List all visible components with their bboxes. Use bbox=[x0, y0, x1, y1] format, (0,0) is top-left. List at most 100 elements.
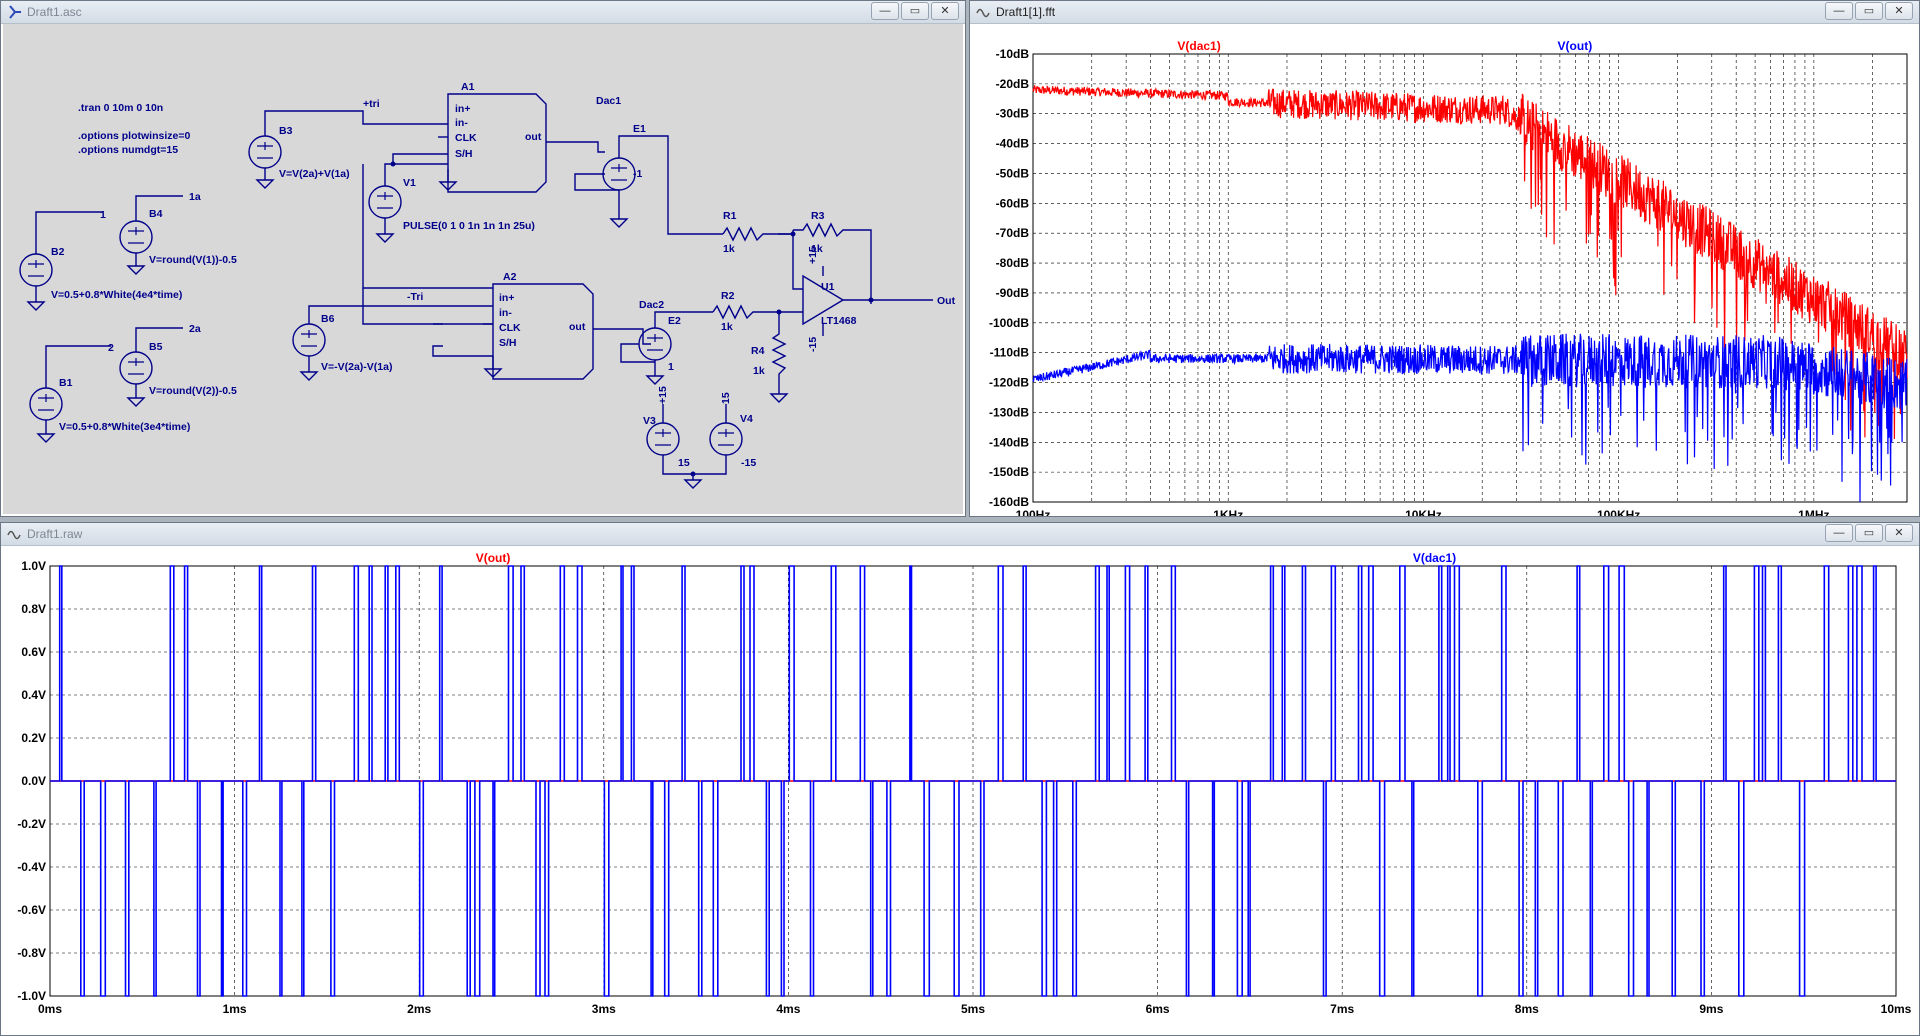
fft-y-tick-label: -30dB bbox=[996, 107, 1030, 121]
schematic-titlebar[interactable]: Draft1.asc — ▭ ✕ bbox=[1, 1, 965, 24]
R4-value[interactable]: 1k bbox=[753, 365, 765, 377]
fft-grid bbox=[1033, 54, 1908, 502]
raw-x-tick-label: 7ms bbox=[1330, 1002, 1354, 1016]
B5-value[interactable]: V=round(V(2))-0.5 bbox=[149, 385, 237, 397]
B4-value[interactable]: V=round(V(1))-0.5 bbox=[149, 254, 237, 266]
E1-ref[interactable]: E1 bbox=[633, 123, 646, 135]
fft-chart[interactable]: -10dB -20dB -30dB -40dB -50dB -60dB -70dB -80dB… bbox=[972, 24, 1918, 516]
V4-ref[interactable]: V4 bbox=[740, 413, 753, 425]
V3-bottom: 15 bbox=[678, 457, 690, 469]
fft-y-tick-label: -40dB bbox=[996, 137, 1030, 151]
fft-plot-area[interactable]: -10dB -20dB -30dB -40dB -50dB -60dB -70dB -80dB… bbox=[972, 24, 1918, 516]
raw-title: Draft1.raw bbox=[27, 527, 83, 541]
raw-x-tick-label: 5ms bbox=[961, 1002, 985, 1016]
fft-legend-vout[interactable]: V(out) bbox=[1558, 39, 1593, 53]
E1-value[interactable]: -1 bbox=[633, 168, 642, 180]
directive-plotwinsize[interactable]: .options plotwinsize=0 bbox=[78, 130, 190, 142]
raw-x-tick-label: 0ms bbox=[38, 1002, 62, 1016]
waveform-icon bbox=[7, 530, 21, 540]
schematic-restore-button[interactable]: ▭ bbox=[901, 2, 929, 20]
B6-value[interactable]: V=-V(2a)-V(1a) bbox=[321, 361, 392, 373]
fft-title: Draft1[1].fft bbox=[996, 5, 1056, 19]
fft-y-tick-label: -160dB bbox=[989, 495, 1029, 509]
A2-ref[interactable]: A2 bbox=[503, 271, 517, 283]
R2-ref[interactable]: R2 bbox=[721, 290, 735, 302]
B4-ref[interactable]: B4 bbox=[149, 208, 163, 220]
R4-ref[interactable]: R4 bbox=[751, 345, 765, 357]
U1-value[interactable]: LT1468 bbox=[821, 315, 857, 327]
R3-ref[interactable]: R3 bbox=[811, 210, 825, 222]
raw-y-tick-label: -0.2V bbox=[17, 817, 46, 831]
B6-ref[interactable]: B6 bbox=[321, 313, 335, 325]
B3-ref[interactable]: B3 bbox=[279, 125, 293, 137]
schematic-svg[interactable]: .tran 0 10m 0 10n .options plotwinsize=0… bbox=[3, 24, 963, 514]
raw-y-tick-label: 1.0V bbox=[21, 559, 46, 573]
fft-titlebar[interactable]: Draft1[1].fft — ▭ ✕ bbox=[970, 1, 1919, 24]
raw-titlebar[interactable]: Draft1.raw — ▭ ✕ bbox=[1, 523, 1919, 546]
fft-x-tick-label: 1KHz bbox=[1213, 508, 1243, 516]
B2-ref[interactable]: B2 bbox=[51, 246, 65, 258]
directive-tran[interactable]: .tran 0 10m 0 10n bbox=[78, 102, 163, 114]
B3-value[interactable]: V=V(2a)+V(1a) bbox=[279, 168, 350, 180]
raw-x-tick-label: 2ms bbox=[407, 1002, 431, 1016]
R1-ref[interactable]: R1 bbox=[723, 210, 737, 222]
schematic-minimize-button[interactable]: — bbox=[871, 2, 899, 20]
schematic-close-button[interactable]: ✕ bbox=[931, 2, 959, 20]
directive-numdgt[interactable]: .options numdgt=15 bbox=[78, 144, 178, 156]
raw-x-tick-label: 3ms bbox=[592, 1002, 616, 1016]
raw-minimize-button[interactable]: — bbox=[1825, 524, 1853, 542]
E2-ref[interactable]: E2 bbox=[668, 315, 681, 327]
B1-value[interactable]: V=0.5+0.8*White(3e4*time) bbox=[59, 421, 190, 433]
raw-x-tick-label: 6ms bbox=[1146, 1002, 1170, 1016]
schematic-window[interactable]: Draft1.asc — ▭ ✕ bbox=[0, 0, 966, 517]
A1-pin-inn: in- bbox=[455, 117, 468, 129]
B2-value[interactable]: V=0.5+0.8*White(4e4*time) bbox=[51, 289, 182, 301]
R2-value[interactable]: 1k bbox=[721, 321, 733, 333]
raw-plot-area[interactable]: 1.0V 0.8V 0.6V 0.4V 0.2V 0.0V -0.2V -0.4V -0.6V -… bbox=[3, 546, 1917, 1033]
raw-window[interactable]: Draft1.raw — ▭ ✕ 1.0V 0.8V 0.6V 0.4V 0.2V 0.0… bbox=[0, 522, 1920, 1036]
raw-y-tick-label: -0.8V bbox=[17, 946, 46, 960]
schematic-canvas[interactable]: .tran 0 10m 0 10n .options plotwinsize=0… bbox=[3, 24, 963, 514]
A2-pin-clk: CLK bbox=[499, 322, 521, 334]
raw-legend-vdac1[interactable]: V(dac1) bbox=[1413, 551, 1456, 565]
V1-ref[interactable]: V1 bbox=[403, 177, 416, 189]
A2-pin-out: out bbox=[569, 321, 586, 333]
A2-pin-sh: S/H bbox=[499, 337, 517, 349]
fft-restore-button[interactable]: ▭ bbox=[1855, 2, 1883, 20]
R3-value[interactable]: 1k bbox=[811, 243, 823, 255]
raw-y-tick-label: 0.4V bbox=[21, 688, 46, 702]
raw-y-tick-label: 0.6V bbox=[21, 645, 46, 659]
fft-y-tick-label: -150dB bbox=[989, 465, 1029, 479]
fft-y-tick-label: -10dB bbox=[996, 47, 1030, 61]
R1-value[interactable]: 1k bbox=[723, 243, 735, 255]
A2-pin-inp: in+ bbox=[499, 292, 514, 304]
fft-minimize-button[interactable]: — bbox=[1825, 2, 1853, 20]
raw-y-tick-label: -0.6V bbox=[17, 903, 46, 917]
raw-series-dac1 bbox=[50, 565, 1896, 997]
fft-legend-vdac1[interactable]: V(dac1) bbox=[1177, 39, 1220, 53]
raw-close-button[interactable]: ✕ bbox=[1885, 524, 1913, 542]
raw-x-tick-label: 10ms bbox=[1881, 1002, 1912, 1016]
raw-y-tick-label: -0.4V bbox=[17, 860, 46, 874]
A1-ref[interactable]: A1 bbox=[461, 81, 475, 93]
V1-value[interactable]: PULSE(0 1 0 1n 1n 1n 25u) bbox=[403, 220, 535, 232]
V3-ref[interactable]: V3 bbox=[643, 415, 656, 427]
net-dac1: Dac1 bbox=[596, 95, 621, 107]
A1-pin-inp: in+ bbox=[455, 103, 470, 115]
raw-y-tick-label: 0.0V bbox=[21, 774, 46, 788]
B1-ref[interactable]: B1 bbox=[59, 377, 73, 389]
raw-x-tick-label: 9ms bbox=[1699, 1002, 1723, 1016]
U1-ref[interactable]: U1 bbox=[821, 281, 835, 293]
B5-ref[interactable]: B5 bbox=[149, 341, 163, 353]
raw-legend-vout[interactable]: V(out) bbox=[476, 551, 511, 565]
raw-restore-button[interactable]: ▭ bbox=[1855, 524, 1883, 542]
raw-y-tick-label: -1.0V bbox=[17, 989, 46, 1003]
raw-x-tick-label: 8ms bbox=[1515, 1002, 1539, 1016]
fft-window[interactable]: Draft1[1].fft — ▭ ✕ -10dB -20dB -30dB -40dB… bbox=[969, 0, 1920, 517]
E2-value[interactable]: 1 bbox=[668, 361, 674, 373]
fft-close-button[interactable]: ✕ bbox=[1885, 2, 1913, 20]
raw-chart[interactable]: 1.0V 0.8V 0.6V 0.4V 0.2V 0.0V -0.2V -0.4V -0.6V -… bbox=[3, 546, 1917, 1034]
V4-bottom: -15 bbox=[741, 457, 756, 469]
fft-x-tick-label: 10KHz bbox=[1405, 508, 1442, 516]
A2-pin-inn: in- bbox=[499, 307, 512, 319]
